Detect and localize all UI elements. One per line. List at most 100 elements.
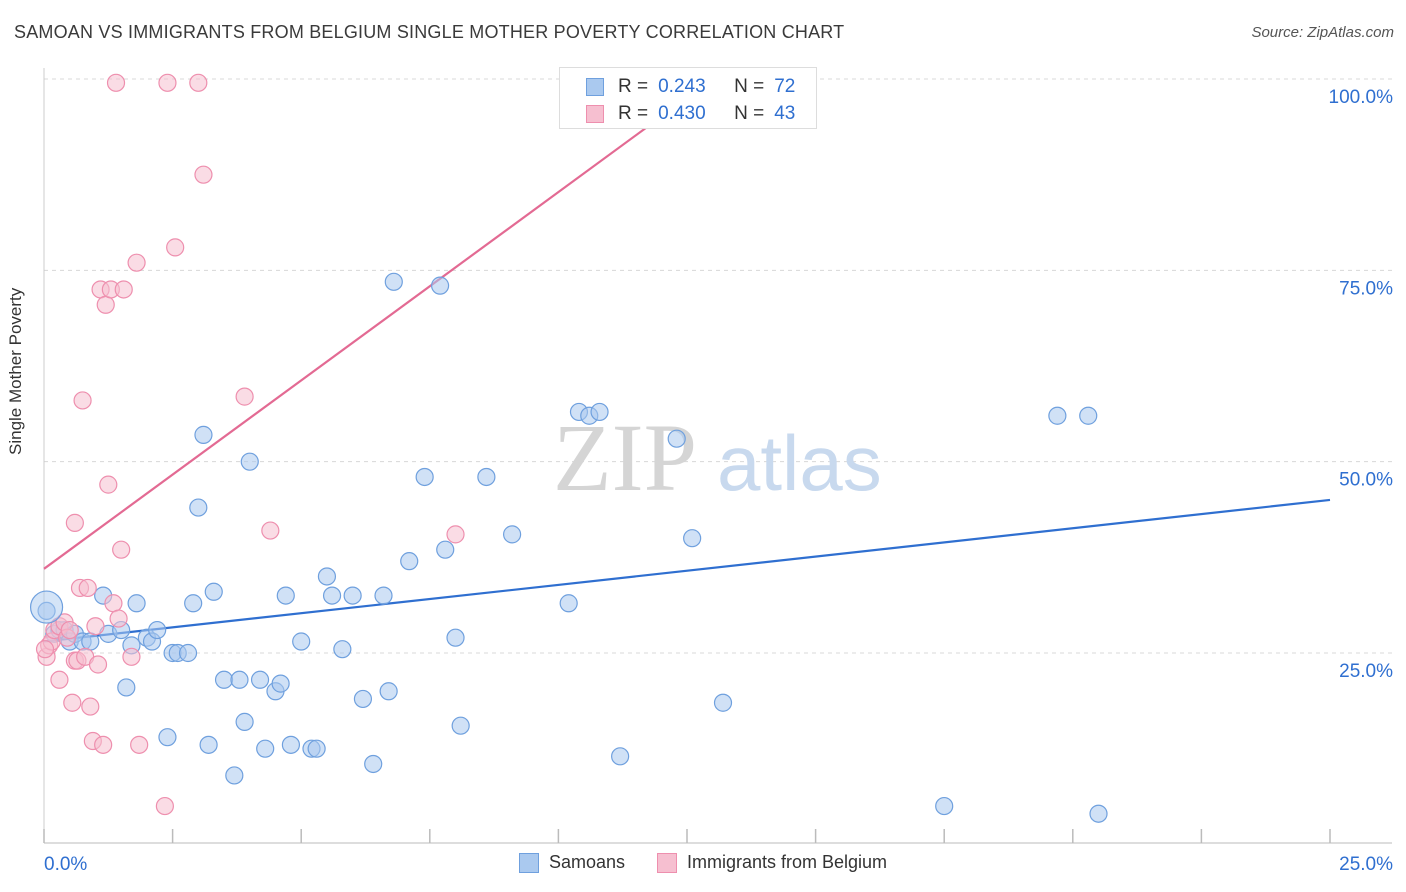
samoan-point: [194, 425, 213, 444]
r-label: R =: [618, 103, 649, 124]
belgium-point: [166, 238, 185, 257]
samoan-point: [117, 678, 136, 697]
samoan-point: [1089, 804, 1108, 823]
chart-title: SAMOAN VS IMMIGRANTS FROM BELGIUM SINGLE…: [14, 22, 845, 42]
belgium-swatch: [586, 105, 604, 123]
belgium-point: [88, 655, 108, 674]
legend-label-samoans: Samoans: [548, 852, 625, 872]
samoan-point: [436, 540, 455, 559]
samoan-point: [415, 467, 434, 487]
samoan-point: [683, 529, 702, 548]
samoan-point: [451, 716, 470, 735]
belgium-point: [63, 693, 82, 712]
belgium-point: [158, 73, 177, 92]
samoan-point: [322, 586, 342, 605]
belgium-point: [127, 253, 146, 272]
samoan-point: [235, 712, 254, 731]
r-label: R =: [618, 76, 649, 97]
belgium-point: [81, 697, 100, 716]
samoan-point: [667, 429, 686, 448]
samoan-point: [178, 643, 198, 663]
samoan-point: [713, 693, 733, 712]
source-label: Source: ZipAtlas.com: [1251, 24, 1394, 41]
belgium-point: [189, 73, 208, 92]
watermark-zip: ZIP: [553, 404, 697, 511]
belgium-point: [130, 735, 149, 754]
samoan-point: [256, 739, 275, 758]
samoan-point: [559, 594, 578, 613]
samoan-point: [158, 728, 177, 747]
samoan-point: [127, 594, 146, 613]
belgium-point: [112, 540, 131, 559]
samoan-point: [281, 735, 301, 754]
samoan-point: [430, 276, 450, 295]
samoan-point: [611, 747, 630, 766]
y-tick-label: 50.0%: [1339, 470, 1393, 491]
watermark: ZIP atlas: [553, 404, 882, 511]
samoan-point: [374, 586, 393, 605]
samoan-point-large: [29, 590, 64, 624]
tick-labels: 25.0% 50.0% 75.0% 100.0% 0.0% 25.0%: [44, 87, 1393, 875]
belgium-point: [35, 640, 55, 659]
samoan-point: [477, 467, 496, 487]
belgium-trend-line: [43, 78, 714, 570]
legend-label-belgium: Immigrants from Belgium: [686, 852, 888, 872]
trend-lines: [43, 78, 1331, 643]
series-legend: Samoans Immigrants from Belgium: [0, 852, 1406, 873]
samoan-point: [240, 452, 259, 471]
samoan-point: [184, 594, 203, 613]
y-tick-label: 100.0%: [1329, 87, 1394, 108]
samoan-point: [333, 640, 352, 659]
belgium-point: [65, 513, 84, 532]
belgium-point: [194, 165, 213, 184]
belgium-point: [96, 295, 115, 314]
legend-item-samoans: Samoans: [518, 852, 625, 873]
samoan-point: [189, 498, 208, 517]
samoan-point: [1079, 406, 1098, 425]
samoans-swatch: [586, 78, 604, 96]
axes: [43, 68, 1392, 844]
belgium-point: [155, 796, 174, 816]
samoan-point: [292, 632, 311, 651]
samoan-point: [364, 754, 383, 774]
samoan-point: [353, 689, 373, 709]
belgium-legend-swatch: [656, 852, 677, 873]
samoan-point: [379, 682, 398, 701]
x-tick-label: 0.0%: [44, 854, 87, 875]
belgium-point: [60, 620, 79, 640]
belgium-point: [235, 387, 254, 406]
stats-legend: R = 0.243 N = 72 R = 0.430 N = 43: [559, 67, 817, 129]
y-tick-label: 75.0%: [1339, 278, 1393, 299]
samoan-point: [935, 796, 954, 816]
gridlines: [44, 78, 1392, 654]
belgium-point: [73, 391, 92, 410]
samoan-trend-line: [43, 498, 1331, 643]
legend-item-belgium: Immigrants from Belgium: [656, 852, 888, 873]
x-tick-label: 25.0%: [1339, 854, 1393, 875]
belgium-point: [106, 73, 126, 92]
belgium-point: [104, 594, 123, 613]
belgium-point: [114, 280, 133, 299]
y-axis-label: Single Mother Poverty: [6, 287, 25, 455]
r-value: 0.243: [658, 76, 706, 97]
belgium-point: [99, 475, 118, 494]
n-value: 72: [774, 76, 796, 97]
n-label: N =: [734, 103, 765, 124]
samoan-point: [276, 586, 295, 605]
belgium-point: [94, 735, 113, 754]
samoan-point: [214, 670, 234, 689]
samoan-point: [230, 670, 249, 689]
samoan-point: [343, 586, 362, 605]
samoan-point: [148, 620, 167, 640]
samoans-legend-swatch: [518, 852, 539, 873]
stats-row-belgium: R = 0.430 N = 43: [586, 103, 795, 125]
samoan-point: [446, 628, 465, 647]
samoan-point: [225, 766, 244, 785]
samoan-point: [317, 567, 337, 586]
samoan-point: [271, 674, 290, 693]
samoan-point: [250, 670, 270, 689]
belgium-point: [86, 617, 105, 636]
n-value: 43: [774, 103, 796, 124]
samoan-point: [199, 735, 218, 754]
